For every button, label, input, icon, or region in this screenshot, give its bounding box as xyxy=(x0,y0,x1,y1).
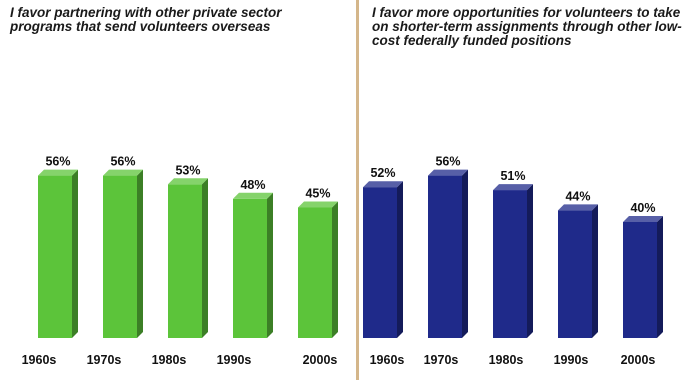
bar-side-0-2 xyxy=(202,178,208,338)
bar-top-0-2 xyxy=(168,178,208,185)
bar-side-1-2 xyxy=(527,184,533,338)
category-label-0-2: 1980s xyxy=(152,353,187,367)
bar-0-0 xyxy=(38,175,72,338)
category-label-1-2: 1980s xyxy=(489,353,524,367)
category-label-1-0: 1960s xyxy=(370,353,405,367)
bar-top-0-1 xyxy=(103,169,143,176)
category-label-0-4: 2000s xyxy=(303,353,338,367)
bar-side-0-1 xyxy=(137,169,143,338)
category-label-1-4: 2000s xyxy=(621,353,656,367)
value-label-1-1: 56% xyxy=(435,155,460,169)
bar-0-3 xyxy=(233,198,267,338)
bar-side-0-3 xyxy=(267,192,273,338)
panel-divider xyxy=(356,0,359,380)
value-label-0-2: 53% xyxy=(175,163,200,177)
bar-1-0 xyxy=(363,187,397,338)
category-label-1-1: 1970s xyxy=(424,353,459,367)
value-label-1-2: 51% xyxy=(500,169,525,183)
bar-1-4 xyxy=(623,222,657,338)
value-label-1-3: 44% xyxy=(565,189,590,203)
right-chart-title: I favor more opportunities for volunteer… xyxy=(372,5,682,48)
bar-0-1 xyxy=(103,175,137,338)
bar-side-0-0 xyxy=(72,169,78,338)
category-label-0-0: 1960s xyxy=(22,353,57,367)
bar-0-4 xyxy=(298,207,332,338)
bar-top-1-3 xyxy=(558,204,598,211)
bar-top-1-4 xyxy=(623,216,663,222)
value-label-1-4: 40% xyxy=(630,201,655,215)
value-label-0-0: 56% xyxy=(45,155,70,169)
bar-0-2 xyxy=(168,184,202,338)
bar-top-0-0 xyxy=(38,169,78,176)
bar-top-1-2 xyxy=(493,184,533,191)
bar-side-1-4 xyxy=(657,216,663,338)
bar-top-0-3 xyxy=(233,192,273,199)
bar-side-0-4 xyxy=(332,201,338,338)
category-label-0-1: 1970s xyxy=(87,353,122,367)
bar-1-1 xyxy=(428,175,462,338)
value-label-1-0: 52% xyxy=(370,166,395,180)
bar-top-1-0 xyxy=(363,181,403,188)
bar-1-2 xyxy=(493,190,527,338)
left-chart-title: I favor partnering with other private se… xyxy=(10,5,282,34)
bar-side-1-1 xyxy=(462,169,468,338)
category-label-0-3: 1990s xyxy=(217,353,252,367)
category-label-1-3: 1990s xyxy=(554,353,589,367)
bar-1-3 xyxy=(558,210,592,338)
value-label-0-4: 45% xyxy=(305,187,330,201)
value-label-0-1: 56% xyxy=(110,155,135,169)
bar-top-0-4 xyxy=(298,201,338,208)
bar-top-1-1 xyxy=(428,169,468,176)
bar-side-1-0 xyxy=(397,181,403,338)
value-label-0-3: 48% xyxy=(240,178,265,192)
bar-side-1-3 xyxy=(592,204,598,338)
